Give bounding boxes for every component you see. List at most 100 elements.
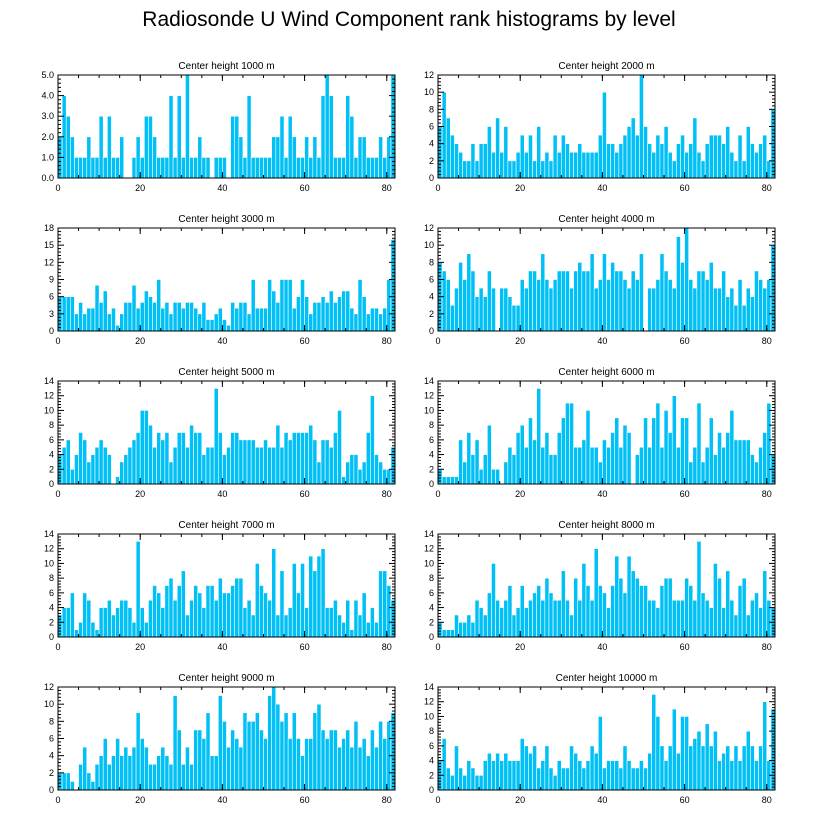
histogram-bar bbox=[324, 607, 330, 638]
histogram-bar bbox=[482, 143, 488, 179]
histogram-bar bbox=[222, 319, 227, 332]
x-tick-label: 40 bbox=[217, 795, 227, 805]
y-tick-label: 0 bbox=[49, 785, 54, 795]
histogram-bar bbox=[507, 160, 513, 179]
histogram-bar bbox=[316, 302, 322, 332]
histogram-bar bbox=[762, 701, 768, 791]
histogram-bar bbox=[700, 592, 706, 638]
histogram-bar bbox=[217, 695, 223, 791]
x-tick-label: 20 bbox=[515, 336, 525, 346]
histogram-bar bbox=[115, 607, 120, 638]
histogram-bar bbox=[308, 555, 314, 638]
histogram-bar bbox=[487, 270, 492, 332]
histogram-bar bbox=[205, 319, 211, 332]
histogram-bar bbox=[470, 621, 476, 638]
histogram-bar bbox=[127, 302, 133, 332]
histogram-bar bbox=[209, 319, 215, 332]
x-tick-label: 80 bbox=[382, 795, 392, 805]
histogram-bar bbox=[78, 763, 83, 791]
y-tick-label: 2 bbox=[429, 309, 434, 319]
histogram-bar bbox=[271, 290, 277, 332]
histogram-bar bbox=[581, 151, 587, 179]
histogram-bar bbox=[65, 772, 71, 791]
histogram-bar bbox=[762, 134, 768, 179]
histogram-bar bbox=[139, 302, 145, 332]
x-tick-label: 60 bbox=[300, 489, 310, 499]
histogram-bar bbox=[597, 585, 603, 638]
histogram-bar bbox=[585, 585, 591, 638]
panel-title: Center height 10000 m bbox=[556, 673, 658, 684]
histogram-bar bbox=[357, 136, 363, 179]
x-tick-label: 80 bbox=[382, 642, 392, 652]
histogram-bar bbox=[462, 461, 468, 485]
x-tick-label: 0 bbox=[55, 642, 60, 652]
histogram-bar bbox=[131, 439, 137, 485]
histogram-bar bbox=[659, 585, 665, 638]
histogram-bar bbox=[230, 302, 236, 332]
histogram-bar bbox=[168, 95, 174, 179]
chart-panel-7: Center height 7000 m 0 20 40 60 80 0 2 4 6 8 10 12 14 bbox=[44, 520, 396, 652]
histogram-bar bbox=[511, 614, 517, 638]
histogram-bar bbox=[474, 774, 480, 791]
histogram-bar bbox=[515, 607, 521, 638]
y-tick-label: 0.0 bbox=[41, 173, 54, 183]
histogram-bar bbox=[201, 738, 207, 791]
y-tick-label: 14 bbox=[424, 682, 434, 692]
x-tick-label: 80 bbox=[762, 642, 772, 652]
histogram-bar bbox=[692, 738, 698, 791]
histogram-bar bbox=[98, 439, 104, 485]
x-tick-label: 60 bbox=[680, 183, 690, 193]
histogram-bar bbox=[74, 454, 79, 485]
histogram-bar bbox=[597, 461, 603, 485]
y-tick-label: 4 bbox=[429, 603, 434, 613]
histogram-bar bbox=[168, 763, 174, 791]
histogram-bar bbox=[487, 592, 492, 638]
histogram-bar bbox=[65, 607, 71, 638]
histogram-bar bbox=[378, 721, 383, 791]
histogram-bar bbox=[626, 555, 632, 638]
histogram-bar bbox=[676, 599, 681, 638]
histogram-bar bbox=[602, 767, 607, 791]
histogram-bar bbox=[618, 767, 624, 791]
histogram-bar bbox=[528, 752, 533, 791]
histogram-bar bbox=[205, 585, 211, 638]
histogram-bar bbox=[581, 270, 587, 332]
histogram-bar bbox=[766, 402, 772, 485]
x-tick-label: 60 bbox=[300, 336, 310, 346]
histogram-bar bbox=[156, 157, 162, 179]
histogram-bar bbox=[721, 270, 726, 332]
histogram-bar bbox=[634, 454, 640, 485]
histogram-bar bbox=[466, 760, 472, 791]
histogram-bar bbox=[107, 313, 112, 332]
histogram-bar bbox=[737, 760, 743, 791]
histogram-bar bbox=[524, 446, 529, 485]
histogram-bar bbox=[552, 774, 558, 791]
histogram-bar bbox=[180, 570, 186, 638]
histogram-bar bbox=[445, 767, 451, 791]
histogram-bar bbox=[721, 752, 726, 791]
histogram-bar bbox=[696, 151, 702, 179]
y-tick-label: 1.0 bbox=[41, 152, 54, 162]
histogram-bar bbox=[111, 614, 116, 638]
x-tick-label: 80 bbox=[382, 183, 392, 193]
histogram-bar bbox=[713, 454, 718, 485]
histogram-bar bbox=[565, 402, 570, 485]
chart-panel-1: Center height 1000 m 0 20 40 60 80 0.0 1.0 2.0 3.… bbox=[41, 61, 396, 193]
histogram-bar bbox=[482, 614, 488, 638]
histogram-bar bbox=[213, 755, 219, 791]
histogram-bar bbox=[651, 287, 657, 332]
histogram-bar bbox=[349, 746, 355, 791]
histogram-bar bbox=[470, 767, 476, 791]
histogram-bar bbox=[312, 570, 318, 638]
y-tick-label: 8 bbox=[49, 716, 54, 726]
x-tick-label: 60 bbox=[680, 336, 690, 346]
histogram-bar bbox=[328, 446, 334, 485]
histogram-bar bbox=[663, 760, 669, 791]
x-tick-label: 20 bbox=[135, 489, 145, 499]
histogram-bar bbox=[560, 570, 566, 638]
histogram-bar bbox=[556, 599, 562, 638]
histogram-bar bbox=[365, 432, 371, 485]
histogram-bar bbox=[209, 446, 215, 485]
histogram-bar bbox=[164, 302, 170, 332]
histogram-bar bbox=[717, 577, 722, 638]
